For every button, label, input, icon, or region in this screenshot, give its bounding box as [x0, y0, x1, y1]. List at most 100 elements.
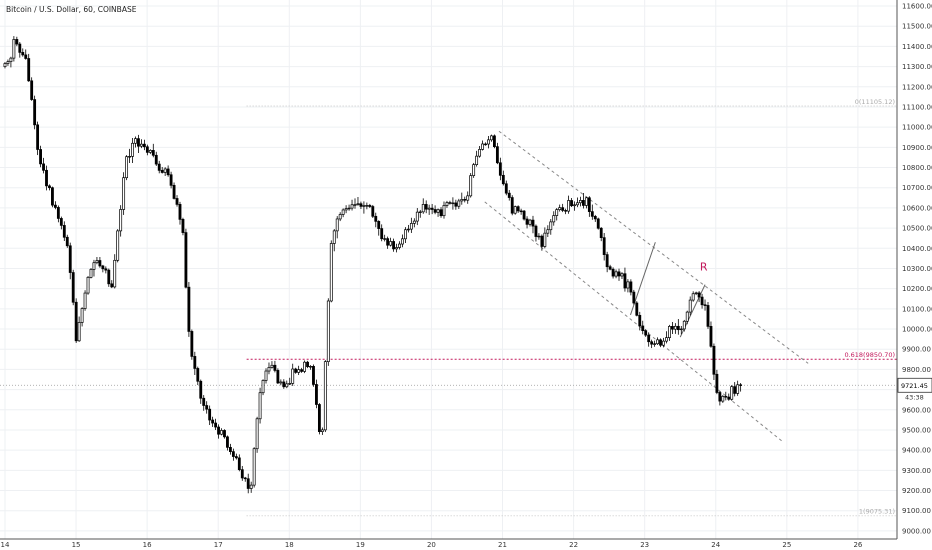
candle-body: [240, 469, 244, 479]
candle: [51, 186, 54, 208]
candle-body: [395, 247, 398, 250]
candle: [154, 151, 158, 166]
candle-body: [605, 254, 609, 268]
candle-body: [116, 230, 120, 261]
candle: [424, 200, 428, 214]
candle-body: [98, 260, 102, 267]
candle-body: [626, 281, 630, 289]
candle: [478, 145, 482, 158]
candle-body: [501, 174, 505, 185]
candle-body: [706, 305, 710, 327]
y-tick-label: 11300.00: [902, 63, 932, 71]
y-tick-label: 11000.00: [902, 124, 932, 132]
candle: [558, 204, 562, 212]
candle-body: [276, 370, 280, 384]
candle: [383, 234, 387, 242]
candle: [641, 320, 645, 335]
candle-body: [258, 392, 262, 420]
candle-body: [175, 198, 179, 205]
candle: [202, 395, 206, 411]
y-tick-label: 10400.00: [902, 245, 932, 253]
candle: [404, 227, 407, 243]
candle: [329, 240, 333, 303]
candle-body: [104, 268, 108, 271]
y-tick-label: 9900.00: [902, 346, 931, 354]
candle: [668, 324, 671, 341]
candle: [567, 195, 570, 214]
candle: [555, 208, 559, 221]
candle-body: [21, 52, 25, 56]
candle-body: [30, 80, 34, 100]
candle: [261, 379, 265, 396]
candle: [80, 307, 84, 327]
candle: [276, 368, 280, 385]
candle-body: [650, 341, 654, 345]
candle-body: [140, 143, 143, 147]
candle: [650, 339, 654, 349]
candle-body: [549, 221, 553, 231]
candle: [101, 264, 105, 273]
candle-body: [528, 219, 532, 225]
candle-body: [546, 229, 550, 234]
candle: [581, 192, 585, 209]
candle: [148, 149, 152, 155]
candle-body: [160, 170, 164, 173]
candle-body: [199, 380, 203, 399]
candle: [697, 291, 701, 303]
candle-body: [623, 273, 627, 289]
r-label: R: [700, 261, 708, 274]
candle-body: [418, 211, 422, 214]
y-tick-label: 10600.00: [902, 204, 932, 212]
x-tick-label: 16: [143, 541, 152, 549]
candle: [709, 321, 713, 348]
candle-body: [561, 207, 565, 211]
candle-body: [214, 422, 218, 428]
candle-body: [694, 292, 698, 295]
candle: [128, 148, 131, 164]
y-tick-label: 9500.00: [902, 426, 931, 434]
candle-body: [576, 202, 579, 206]
candle-body: [656, 339, 659, 345]
candle-body: [300, 369, 304, 372]
candle-body: [190, 331, 194, 357]
candle-body: [644, 330, 648, 336]
candle-body: [611, 268, 615, 277]
candle-body: [110, 283, 114, 288]
candle-body: [412, 220, 416, 224]
candle-body: [193, 356, 197, 369]
candle: [691, 291, 695, 302]
candle: [297, 365, 301, 376]
candle: [392, 238, 395, 252]
current-price-tag: [897, 377, 932, 393]
y-tick-label: 11100.00: [902, 103, 932, 111]
candle-body: [733, 386, 737, 394]
candle: [119, 205, 123, 237]
candle-body: [436, 209, 440, 213]
candle-body: [137, 138, 140, 147]
candle-body: [676, 325, 680, 331]
candle-body: [228, 447, 232, 452]
candle: [208, 405, 212, 426]
candle-body: [9, 57, 13, 63]
x-tick-label: 19: [356, 541, 365, 549]
candle-body: [573, 204, 576, 207]
candle-body: [323, 361, 327, 431]
candle-body: [42, 163, 45, 171]
candle-body: [184, 232, 188, 288]
candle: [706, 301, 710, 329]
candle: [395, 243, 398, 253]
candle: [620, 272, 624, 280]
candle: [362, 201, 366, 214]
candle: [519, 208, 523, 215]
candle-body: [647, 334, 651, 343]
candle: [187, 282, 191, 337]
candle: [436, 208, 440, 217]
x-tick-label: 15: [72, 541, 81, 549]
candle-body: [270, 364, 274, 368]
candle-body: [537, 235, 541, 238]
candle-body: [682, 320, 686, 330]
candle: [484, 142, 487, 146]
candle-body: [297, 369, 301, 373]
